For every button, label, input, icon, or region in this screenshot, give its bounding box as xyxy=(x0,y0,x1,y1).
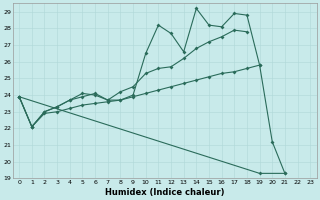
X-axis label: Humidex (Indice chaleur): Humidex (Indice chaleur) xyxy=(105,188,224,197)
